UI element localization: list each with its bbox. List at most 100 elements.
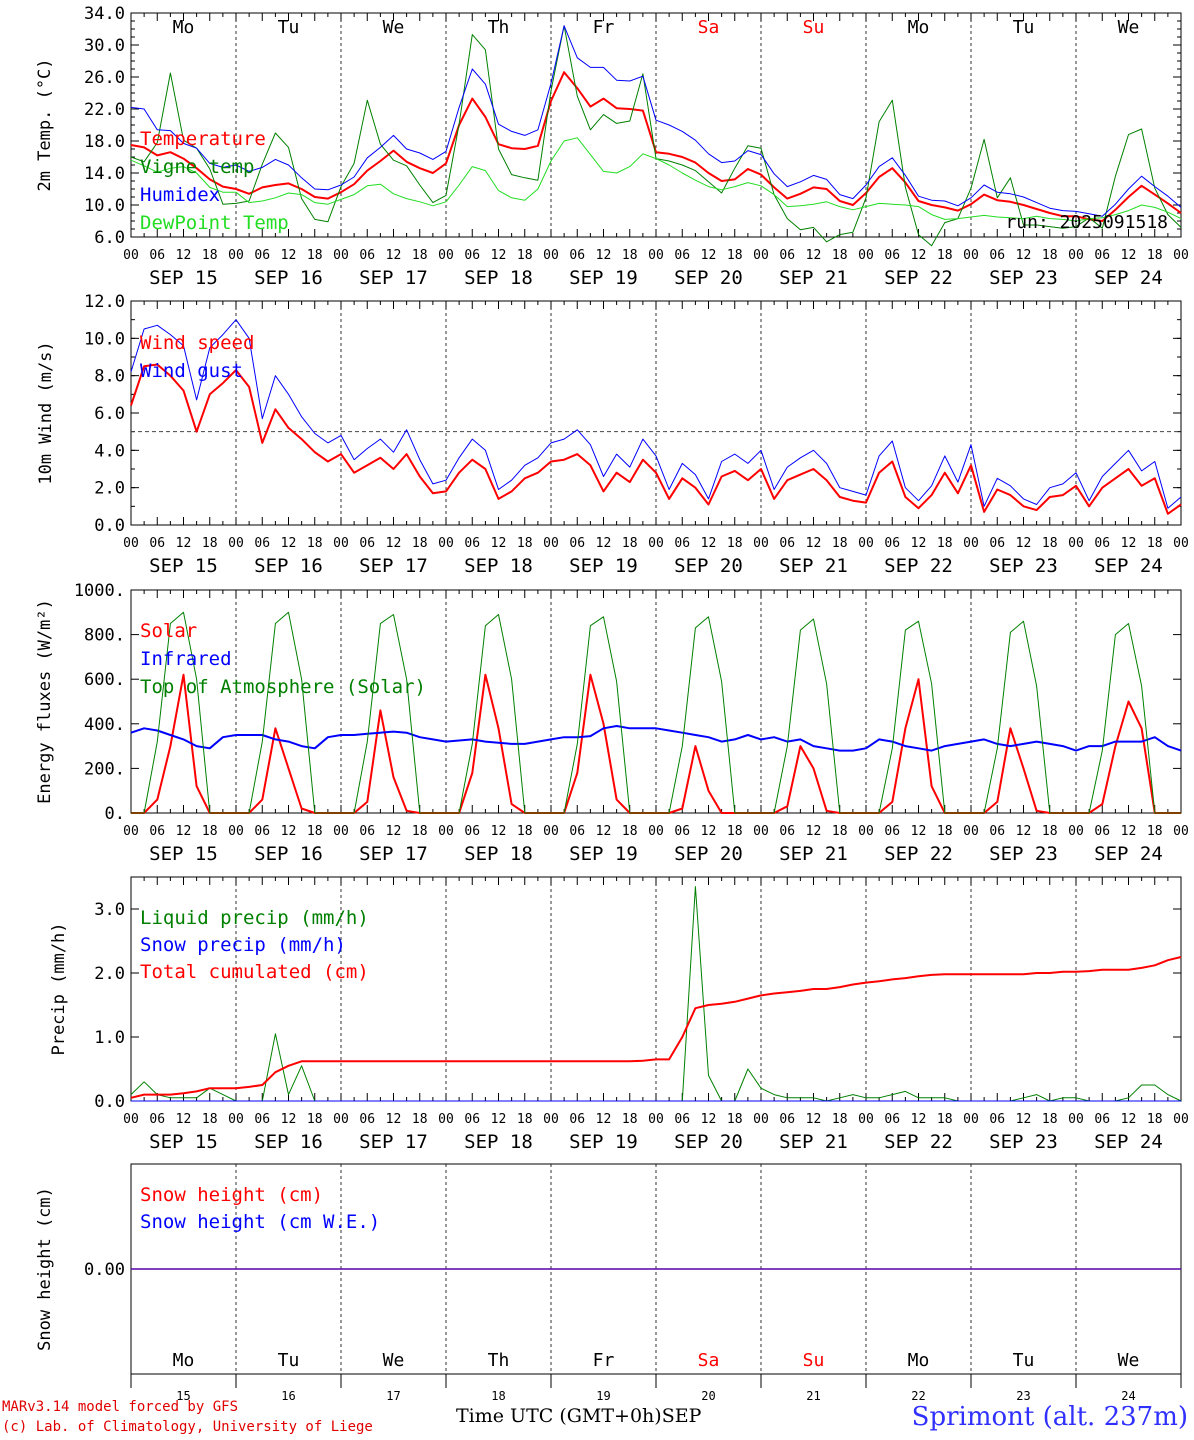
hour-label: 12: [1016, 824, 1032, 839]
hour-label: 00: [648, 536, 664, 551]
y-tick-label: 200.: [84, 759, 125, 779]
date-label: SEP 22: [884, 1131, 953, 1153]
legend-entry: Infrared: [140, 648, 232, 670]
hour-label: 18: [202, 248, 218, 263]
hour-label: 00: [753, 536, 769, 551]
date-label: SEP 20: [674, 267, 743, 289]
date-label: SEP 17: [359, 843, 428, 865]
run-annotation: run: 2025091518: [1005, 212, 1168, 233]
hour-label: 00: [228, 248, 244, 263]
date-label: SEP 21: [779, 555, 848, 577]
hour-label: 12: [911, 1112, 927, 1127]
hour-label: 00: [963, 824, 979, 839]
hour-label: 12: [911, 824, 927, 839]
hour-label: 12: [491, 824, 507, 839]
hour-label: 00: [858, 536, 874, 551]
hour-label: 06: [359, 824, 375, 839]
date-label: SEP 20: [674, 1131, 743, 1153]
hour-label: 00: [438, 536, 454, 551]
y-tick-label: 30.0: [84, 36, 125, 56]
hour-label: 18: [727, 824, 743, 839]
day-name: Mo: [908, 1350, 930, 1371]
hour-label: 18: [517, 536, 533, 551]
date-label: SEP 21: [779, 267, 848, 289]
hour-label: 18: [832, 248, 848, 263]
date-label: SEP 17: [359, 267, 428, 289]
y-tick-label: 12.0: [84, 292, 125, 312]
y-tick-label: 0.: [105, 804, 125, 824]
date-label: SEP 23: [989, 843, 1058, 865]
day-name: We: [1118, 1350, 1140, 1371]
legend-entry: Snow height (cm): [140, 1184, 323, 1206]
hour-label: 12: [1016, 536, 1032, 551]
hour-label: 12: [596, 536, 612, 551]
hour-label: 00: [1068, 1112, 1084, 1127]
hour-label: 12: [701, 1112, 717, 1127]
hour-label: 12: [806, 824, 822, 839]
hour-label: 06: [1094, 824, 1110, 839]
x-axis-title: Time UTC (GMT+0h)SEP: [456, 1405, 701, 1427]
hour-label: 06: [359, 1112, 375, 1127]
date-label: SEP 22: [884, 267, 953, 289]
hour-label: 06: [779, 248, 795, 263]
hour-label: 00: [1173, 248, 1189, 263]
legend-entry: Total cumulated (cm): [140, 961, 369, 983]
hour-label: 06: [464, 248, 480, 263]
y-tick-label: 10.0: [84, 329, 125, 349]
hour-label: 12: [701, 248, 717, 263]
hour-label: 06: [884, 248, 900, 263]
hour-label: 00: [963, 248, 979, 263]
date-label: SEP 19: [569, 267, 638, 289]
date-label: SEP 17: [359, 1131, 428, 1153]
hour-label: 00: [123, 536, 139, 551]
hour-label: 00: [543, 248, 559, 263]
hour-label: 06: [149, 1112, 165, 1127]
hour-label: 06: [674, 248, 690, 263]
legend-entry: Temperature: [140, 128, 266, 150]
y-tick-label: 0.0: [94, 1092, 125, 1112]
date-label: SEP 18: [464, 843, 533, 865]
hour-label: 00: [963, 1112, 979, 1127]
date-label: SEP 23: [989, 1131, 1058, 1153]
day-name: Tu: [278, 17, 300, 38]
hour-label: 18: [307, 536, 323, 551]
date-label: SEP 20: [674, 843, 743, 865]
hour-label: 18: [832, 536, 848, 551]
y-tick-label: 10.0: [84, 196, 125, 216]
hour-label: 18: [937, 536, 953, 551]
date-label: SEP 23: [989, 555, 1058, 577]
hour-label: 06: [779, 536, 795, 551]
date-label: SEP 15: [149, 1131, 218, 1153]
hour-label: 12: [491, 248, 507, 263]
series-line-3-2: [130, 725, 1182, 752]
date-label: SEP 24: [1094, 843, 1163, 865]
hour-label: 00: [438, 248, 454, 263]
y-tick-label: 1000.: [74, 581, 125, 601]
hour-label: 18: [517, 1112, 533, 1127]
y-tick-label: 6.0: [94, 228, 125, 248]
hour-label: 18: [832, 824, 848, 839]
hour-label: 06: [674, 824, 690, 839]
legend-entry: Wind speed: [140, 332, 254, 354]
date-label: SEP 16: [254, 1131, 323, 1153]
y-tick-label: 400.: [84, 715, 125, 735]
hour-label: 00: [123, 1112, 139, 1127]
hour-label: 12: [281, 536, 297, 551]
hour-label: 06: [359, 248, 375, 263]
hour-label: 06: [674, 536, 690, 551]
hour-label: 12: [386, 536, 402, 551]
day-number-label: 23: [1016, 1389, 1030, 1403]
date-label: SEP 19: [569, 555, 638, 577]
hour-label: 00: [648, 248, 664, 263]
hour-label: 00: [1173, 1112, 1189, 1127]
y-tick-label: 3.0: [94, 900, 125, 920]
day-name: We: [383, 1350, 405, 1371]
hour-label: 12: [1121, 248, 1137, 263]
hour-label: 00: [753, 824, 769, 839]
hour-label: 18: [517, 824, 533, 839]
day-number-label: 22: [911, 1389, 925, 1403]
hour-label: 18: [412, 248, 428, 263]
date-label: SEP 18: [464, 555, 533, 577]
hour-label: 06: [569, 1112, 585, 1127]
hour-label: 12: [491, 1112, 507, 1127]
